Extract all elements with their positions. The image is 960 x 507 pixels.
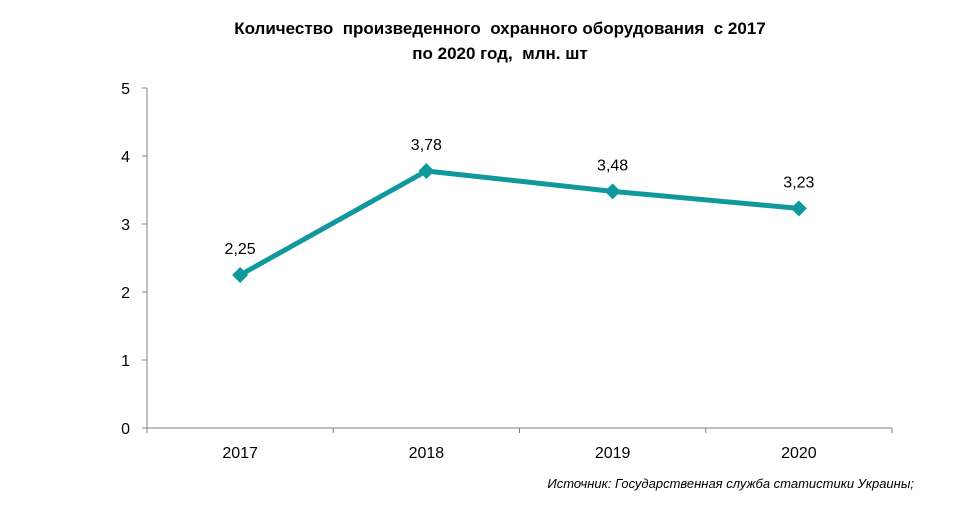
y-tick-label: 3	[121, 217, 130, 234]
data-point-marker	[790, 200, 807, 217]
data-point-marker	[232, 267, 249, 283]
data-label: 2,25	[225, 241, 256, 258]
data-label: 3,23	[783, 174, 814, 191]
chart-title: Количество произведенного охранного обор…	[140, 16, 860, 66]
source-note: Источник: Государственная служба статист…	[547, 476, 914, 491]
chart-title-line-1: Количество произведенного охранного обор…	[234, 19, 766, 38]
y-tick-label: 2	[121, 285, 130, 302]
y-tick-label: 1	[121, 353, 130, 370]
data-label: 3,78	[411, 137, 442, 154]
series-line	[237, 168, 802, 278]
y-tick-label: 4	[121, 149, 130, 166]
data-point-marker	[418, 162, 435, 179]
y-tick-label: 0	[121, 421, 130, 438]
data-point-marker	[604, 183, 621, 200]
x-tick-label: 2019	[595, 445, 631, 462]
y-tick-label: 5	[121, 81, 130, 98]
x-tick-label: 2017	[222, 445, 258, 462]
x-tick-label: 2018	[409, 445, 445, 462]
chart-title-line-2: по 2020 год, млн. шт	[412, 44, 588, 63]
x-tick-label: 2020	[781, 445, 817, 462]
data-label: 3,48	[597, 157, 628, 174]
